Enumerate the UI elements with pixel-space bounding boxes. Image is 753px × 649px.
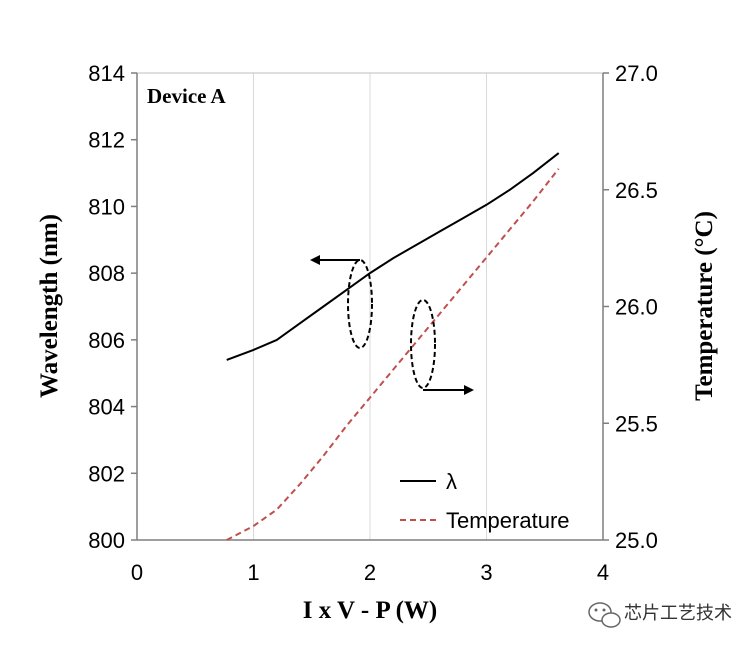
series-line-1	[226, 168, 560, 541]
y2-tick-label-1: 25.5	[615, 411, 658, 436]
y2-tick-label-2: 26.0	[615, 295, 658, 320]
temperature-axis-indicator	[410, 299, 474, 395]
series-line-0	[226, 152, 560, 361]
x-tick-label-1: 1	[247, 560, 259, 585]
y-tick-label-5: 810	[88, 194, 125, 219]
grid-lines	[136, 73, 604, 540]
legend-label-temperature: Temperature	[446, 508, 570, 533]
y2-tick-label-3: 26.5	[615, 178, 658, 203]
legend: λ Temperature	[400, 469, 570, 533]
y2-tick-label-0: 25.0	[615, 528, 658, 553]
tick-labels: 0 1 2 3 4 800 802 804 806 808 810 812 814 25.0 25.5 26.…	[88, 61, 658, 585]
y-tick-label-2: 804	[88, 395, 125, 420]
y-tick-label-1: 802	[88, 461, 125, 486]
y-axis-title: Wavelength (nm)	[36, 214, 63, 398]
series-layer	[226, 152, 560, 541]
device-label: Device A	[147, 84, 227, 108]
y-tick-label-6: 812	[88, 128, 125, 153]
lambda-axis-indicator	[310, 255, 373, 349]
y2-axis-title: Temperature (°C)	[691, 211, 718, 401]
wechat-icon	[588, 602, 621, 628]
y-tick-label-3: 806	[88, 328, 125, 353]
y-tick-label-7: 814	[88, 61, 125, 86]
legend-label-lambda: λ	[446, 469, 457, 494]
y-tick-label-4: 808	[88, 261, 125, 286]
x-tick-label-2: 2	[364, 560, 376, 585]
x-tick-label-0: 0	[131, 560, 143, 585]
x-axis-title: I x V - P (W)	[303, 597, 438, 624]
watermark: 芯片工艺技术	[588, 602, 732, 628]
y2-tick-label-4: 27.0	[615, 61, 658, 86]
watermark-text: 芯片工艺技术	[624, 603, 732, 624]
y-tick-label-0: 800	[88, 528, 125, 553]
x-tick-label-3: 3	[480, 560, 492, 585]
x-tick-label-4: 4	[597, 560, 609, 585]
